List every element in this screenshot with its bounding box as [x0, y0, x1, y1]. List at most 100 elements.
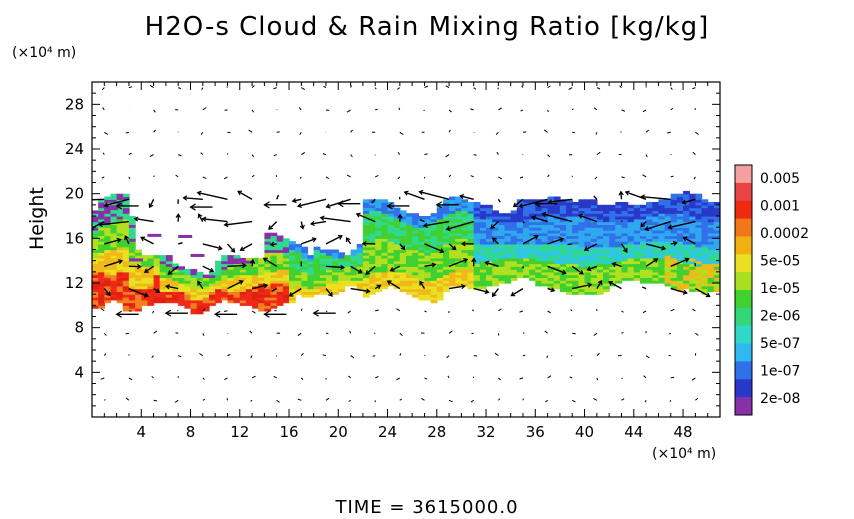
- cloud-cell: [621, 204, 629, 209]
- cloud-cell: [369, 235, 376, 239]
- wind-vector: [390, 265, 401, 272]
- cloud-cell: [319, 263, 327, 267]
- cloud-cell: [455, 218, 463, 223]
- wind-vector-head: [288, 292, 294, 297]
- cloud-cell: [559, 280, 567, 284]
- wind-vector: [571, 399, 576, 403]
- cloud-cell: [430, 257, 438, 262]
- cloud-cell: [615, 271, 623, 276]
- cloud-cell: [116, 283, 124, 287]
- cloud-cell: [135, 277, 142, 281]
- cloud-cell: [479, 257, 487, 262]
- cloud-cell: [541, 252, 549, 256]
- cloud-cell: [270, 232, 278, 237]
- wind-vector: [423, 220, 450, 227]
- cloud-cell: [406, 271, 413, 276]
- cloud-cell: [627, 210, 635, 214]
- cloud-cell: [128, 260, 136, 265]
- cloud-cell: [559, 249, 567, 253]
- cloud-cell: [430, 238, 438, 242]
- cloud-cell: [676, 274, 684, 278]
- cloud-cell: [603, 269, 610, 273]
- cloud-cell: [165, 274, 173, 278]
- cloud-cell: [215, 297, 222, 301]
- cloud-cell: [295, 249, 302, 253]
- cloud-cell: [689, 224, 696, 228]
- cloud-cell: [430, 269, 438, 273]
- cloud-cell: [227, 255, 235, 259]
- cloud-cell: [683, 190, 690, 195]
- cloud-cell: [553, 263, 561, 267]
- cloud-cell: [633, 266, 641, 270]
- cloud-cell: [461, 269, 469, 273]
- wind-vector: [227, 264, 246, 267]
- cloud-cell: [381, 285, 389, 290]
- cloud-cell: [609, 218, 616, 223]
- cloud-cell: [98, 249, 105, 253]
- cloud-cell: [289, 249, 296, 253]
- wind-vector-head: [705, 292, 711, 298]
- cloud-cell: [412, 221, 419, 225]
- wind-vector: [670, 287, 687, 294]
- cloud-cell: [245, 288, 253, 292]
- cloud-cell: [381, 252, 389, 256]
- cloud-cell: [424, 238, 432, 242]
- cloud-cell: [609, 257, 616, 262]
- cloud-cell: [676, 277, 684, 281]
- wind-vector: [424, 85, 429, 89]
- cloud-cell: [467, 246, 475, 251]
- cloud-cell: [159, 297, 167, 301]
- cloud-cell: [215, 280, 222, 284]
- cloud-cell: [646, 241, 653, 245]
- cloud-cell: [541, 216, 549, 220]
- cloud-cell: [633, 207, 641, 211]
- cloud-cell: [615, 230, 623, 234]
- cloud-cell: [264, 243, 272, 248]
- wind-vector-head: [263, 201, 270, 209]
- cloud-cell: [676, 196, 684, 200]
- cloud-cell: [529, 218, 536, 223]
- cloud-cell: [689, 230, 696, 234]
- cloud-cell: [559, 246, 567, 251]
- cloud-cell: [713, 235, 720, 239]
- cloud-cell: [190, 274, 198, 278]
- cloud-cell: [412, 288, 419, 292]
- cloud-cell: [689, 271, 696, 276]
- cloud-cell: [559, 238, 567, 242]
- wind-vector: [250, 399, 253, 402]
- cloud-cell: [436, 263, 444, 267]
- wind-vector: [178, 87, 182, 90]
- cloud-cell: [523, 213, 530, 217]
- cloud-cell: [504, 249, 512, 253]
- cloud-cell: [92, 227, 99, 231]
- cloud-cell: [122, 297, 130, 301]
- cloud-cell: [153, 257, 161, 262]
- cloud-cell: [209, 283, 216, 287]
- cloud-cell: [233, 285, 241, 290]
- cloud-cell: [128, 252, 136, 256]
- cloud-cell: [356, 252, 364, 256]
- cloud-cell: [572, 235, 579, 239]
- cloud-cell: [584, 210, 592, 214]
- cloud-cell: [449, 274, 456, 278]
- cloud-cell: [566, 246, 573, 251]
- cloud-cell: [498, 227, 506, 231]
- cloud-cell: [190, 269, 198, 273]
- cloud-cell: [332, 285, 339, 290]
- cloud-cell: [159, 288, 167, 292]
- cloud-cell: [430, 227, 438, 231]
- wind-vector-head: [492, 237, 497, 243]
- cloud-cell: [479, 243, 487, 248]
- wind-vector: [174, 399, 179, 403]
- cloud-cell: [104, 202, 112, 206]
- cloud-cell: [406, 269, 413, 273]
- wind-vector: [350, 265, 363, 274]
- cloud-cell: [313, 271, 321, 276]
- cloud-cell: [387, 243, 395, 248]
- cloud-cell: [547, 210, 555, 214]
- wind-vector-head: [418, 189, 424, 196]
- cloud-cell: [227, 266, 235, 270]
- cloud-cell: [646, 277, 653, 281]
- cloud-field: [92, 190, 720, 315]
- cloud-cell: [603, 243, 610, 248]
